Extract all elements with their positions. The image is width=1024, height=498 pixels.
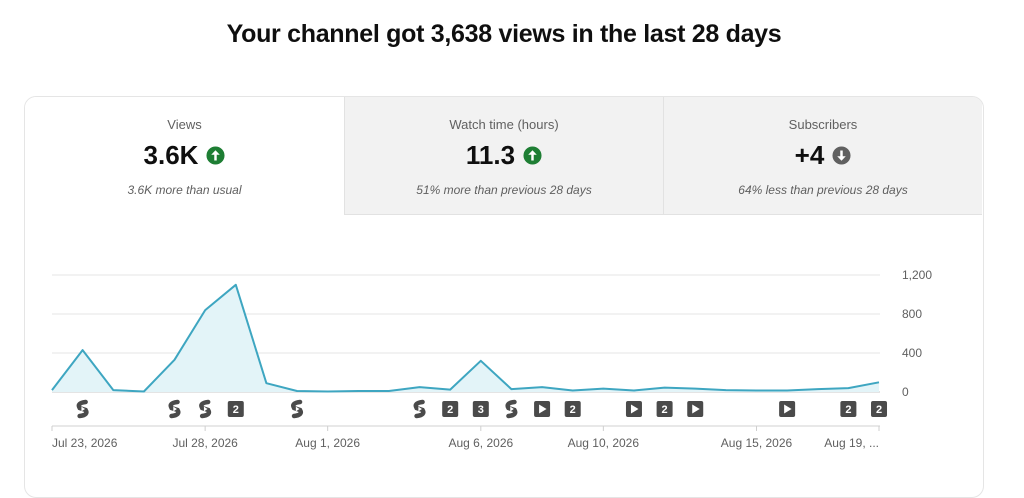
shorts-icon bbox=[413, 399, 426, 419]
x-tick-label: Aug 10, 2026 bbox=[568, 436, 640, 450]
shorts-icon bbox=[199, 399, 212, 419]
badge-count: 2 bbox=[447, 404, 453, 416]
x-tick-label: Jul 28, 2026 bbox=[172, 436, 238, 450]
arrow-up-icon bbox=[523, 146, 542, 165]
shorts-icon bbox=[168, 399, 181, 419]
arrow-down-icon bbox=[832, 146, 851, 165]
tab-value: 3.6K bbox=[143, 140, 199, 170]
y-tick-label: 0 bbox=[902, 385, 909, 399]
tab-note: 3.6K more than usual bbox=[127, 183, 242, 197]
tab-value: +4 bbox=[794, 140, 825, 170]
x-tick-label: Aug 6, 2026 bbox=[448, 436, 513, 450]
tab-label: Subscribers bbox=[788, 117, 858, 132]
tab-value: 11.3 bbox=[465, 140, 516, 170]
shorts-icon bbox=[291, 399, 304, 419]
upload-count-badge: 2 bbox=[656, 401, 673, 417]
badge-count: 3 bbox=[478, 404, 484, 416]
shorts-icon bbox=[76, 399, 89, 419]
y-tick-label: 800 bbox=[902, 307, 922, 321]
badge-count: 2 bbox=[233, 404, 239, 416]
upload-count-badge: 3 bbox=[472, 401, 489, 417]
y-tick-label: 400 bbox=[902, 346, 922, 360]
tab-subscribers[interactable]: Subscribers +4 64% less than previous 28… bbox=[663, 97, 982, 215]
video-play-icon bbox=[534, 401, 551, 417]
series-area bbox=[52, 284, 880, 392]
tab-views[interactable]: Views 3.6K 3.6K more than usual bbox=[25, 97, 344, 215]
x-tick-label: Aug 1, 2026 bbox=[295, 436, 360, 450]
badge-count: 2 bbox=[662, 404, 668, 416]
page-headline: Your channel got 3,638 views in the last… bbox=[226, 20, 782, 48]
video-play-icon bbox=[687, 401, 704, 417]
x-tick-label: Aug 19, ... bbox=[824, 436, 879, 450]
video-play-icon bbox=[625, 401, 642, 417]
upload-count-badge: 2 bbox=[227, 401, 244, 417]
y-tick-label: 1,200 bbox=[902, 268, 932, 282]
badge-count: 2 bbox=[570, 404, 576, 416]
metrics-card: Views 3.6K 3.6K more than usual Watch ti… bbox=[24, 96, 984, 498]
tab-label: Views bbox=[167, 117, 202, 132]
tab-watch-time[interactable]: Watch time (hours) 11.3 51% more than pr… bbox=[344, 97, 663, 215]
views-chart: 1,200 800 400 0 2 2 3 2 2 2 2 Jul 23, 2026 Jul 28, 2… bbox=[51, 268, 932, 450]
arrow-up-icon bbox=[206, 146, 225, 165]
upload-count-badge: 2 bbox=[840, 401, 857, 417]
x-tick-label: Jul 23, 2026 bbox=[52, 436, 118, 450]
badge-count: 2 bbox=[845, 404, 851, 416]
upload-count-badge: 2 bbox=[564, 401, 581, 417]
tab-label: Watch time (hours) bbox=[449, 117, 559, 132]
tab-note: 64% less than previous 28 days bbox=[738, 183, 908, 197]
tab-note: 51% more than previous 28 days bbox=[416, 183, 592, 197]
upload-count-badge: 2 bbox=[871, 401, 888, 417]
shorts-icon bbox=[505, 399, 518, 419]
metric-tabs: Views 3.6K 3.6K more than usual Watch ti… bbox=[25, 97, 983, 215]
upload-count-badge: 2 bbox=[442, 401, 459, 417]
badge-count: 2 bbox=[876, 404, 882, 416]
video-play-icon bbox=[779, 401, 796, 417]
series-line bbox=[51, 283, 880, 393]
x-tick-label: Aug 15, 2026 bbox=[721, 436, 793, 450]
